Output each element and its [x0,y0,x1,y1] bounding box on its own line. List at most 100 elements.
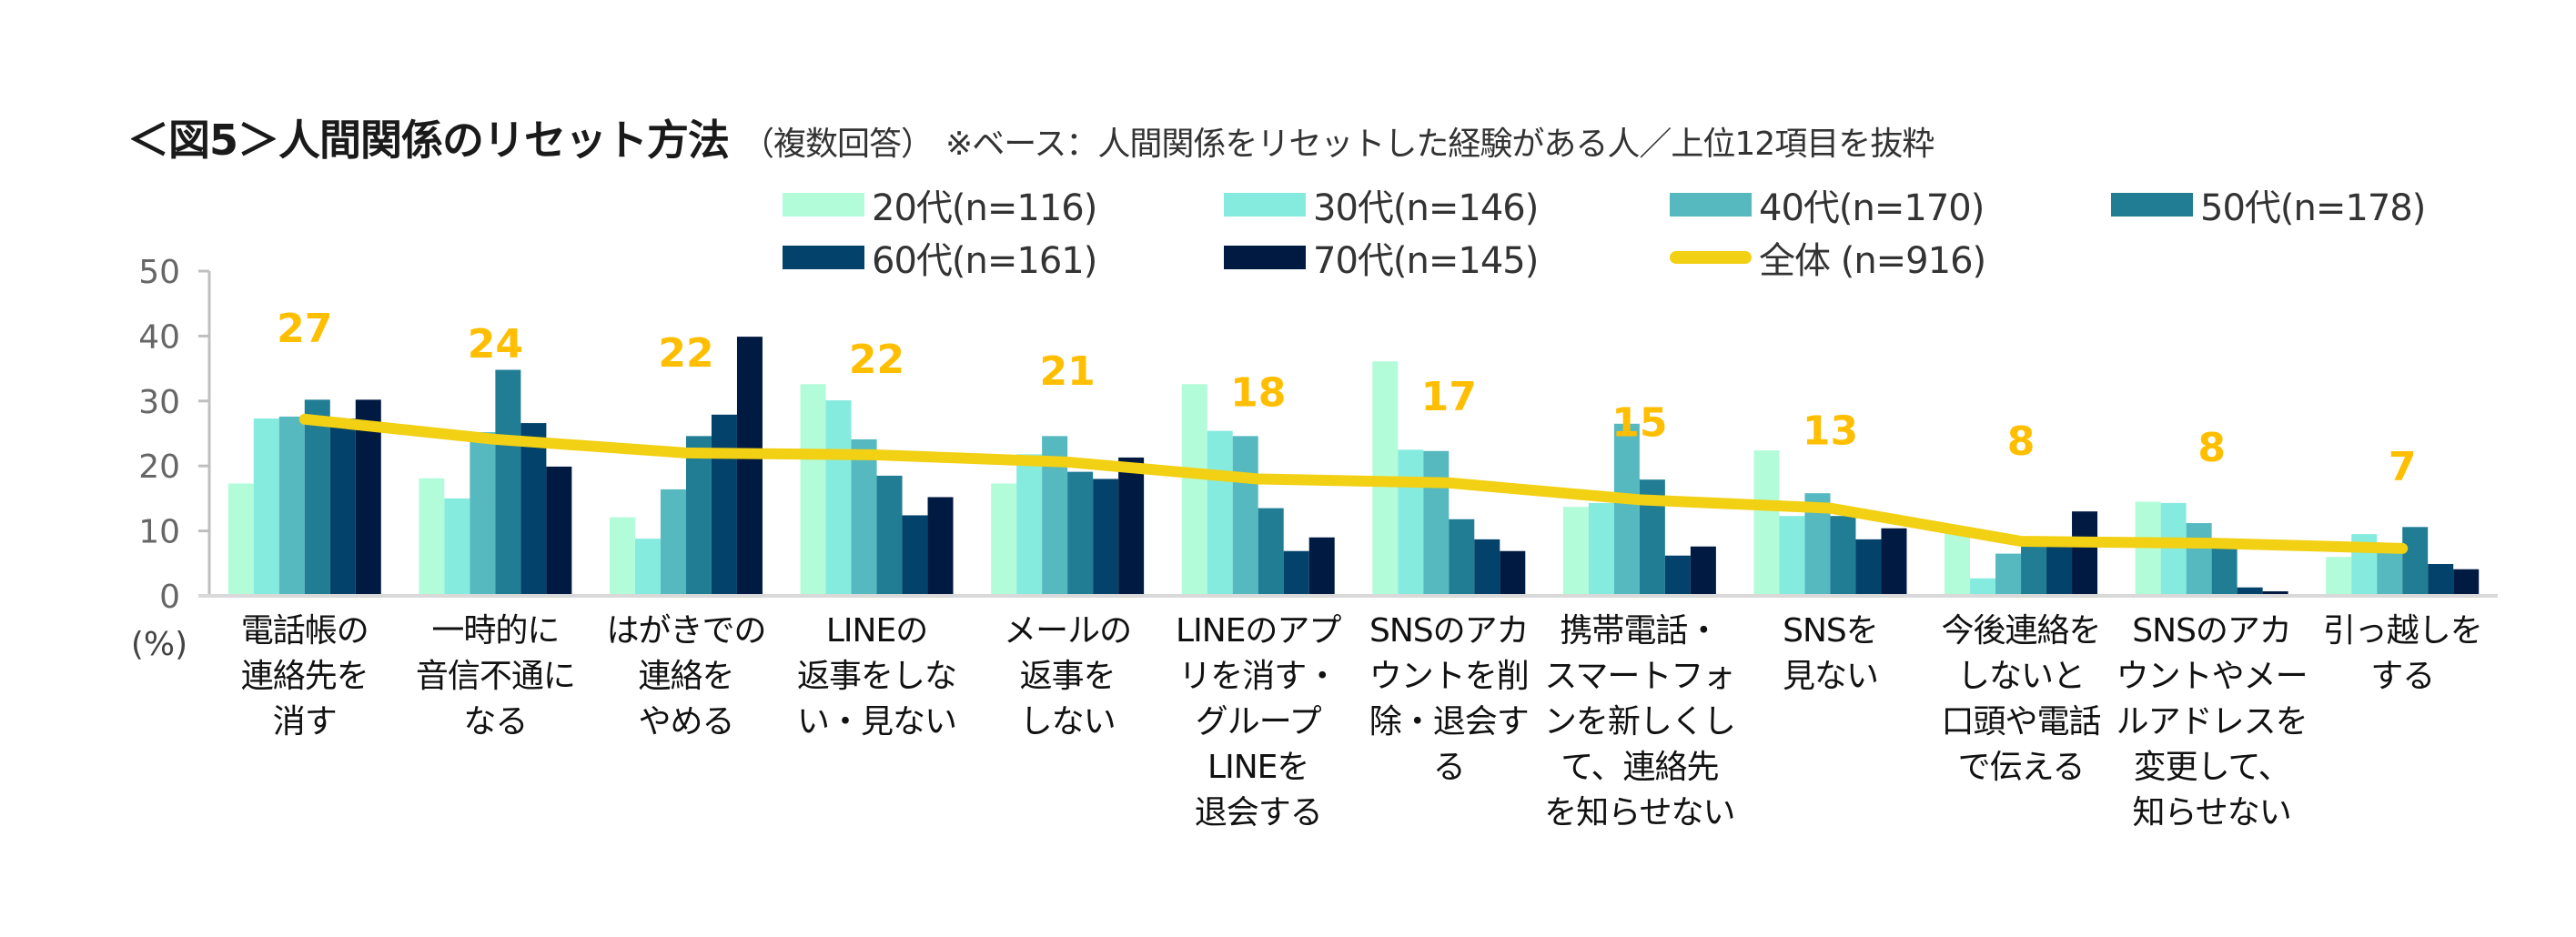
overall-data-label: 24 [468,321,523,368]
x-category-label-line: 退会する [1195,794,1322,831]
bar-30s [1016,454,1043,596]
bar-20s [800,384,826,596]
bar-20s [991,483,1017,596]
overall-line-point [2020,540,2023,543]
x-category-label-line: い・見ない [797,703,956,741]
y-tick-label: 50 [138,254,180,291]
x-category-label: 電話帳の連絡先を消す [241,612,369,741]
bar-50s [1067,471,1094,596]
overall-data-label: 27 [277,306,332,352]
overall-line [298,413,2409,554]
bar-60s [902,515,928,596]
legend-color-swatch [1670,193,1752,217]
bar-50s [495,369,521,596]
x-category-label-line: 除・退会す [1369,703,1529,741]
bar-40s [2377,548,2403,596]
x-category-label-line: 一時的に [431,612,559,650]
overall-data-label: 13 [1803,408,1858,455]
bar-40s [1995,553,2022,596]
legend-color-swatch [783,246,864,269]
overall-line-point [1829,507,1832,509]
y-axis-unit-label: (%) [131,626,187,663]
x-category-label: 引っ越しをする [2323,612,2482,695]
overall-data-label: 15 [1611,399,1667,446]
y-tick-label: 20 [138,448,180,486]
legend-item: 20代(n=116) [783,178,1097,231]
bar-50s [1830,516,1856,596]
overall-data-label: 8 [2007,418,2036,465]
x-category-label-line: メールの [1004,612,1131,650]
bar-50s [876,475,903,596]
bar-70s [1308,537,1335,596]
bar-30s [1779,516,1805,596]
overall-data-label: 22 [658,330,713,377]
bar-30s [253,418,279,596]
x-category-label-line: 連絡先を [241,658,369,695]
bar-20s [2326,557,2352,596]
y-tick-label: 10 [138,514,180,551]
chart-title: ＜図5＞人間関係のリセット方法 （複数回答） ※ベース：人間関係をリセットした経験が… [127,107,1935,167]
legend-item: 30代(n=146) [1224,178,1539,231]
overall-data-label: 22 [849,337,904,383]
x-category-label-line: はがきでの [606,612,765,650]
x-category-label-line: ンを新しくし [1544,703,1735,741]
x-category-label-line: る [1433,749,1465,786]
x-category-label-line: 音信不通に [416,658,575,695]
x-category-label-line: スマートフォ [1544,658,1734,695]
bar-30s [1970,578,1996,596]
bar-60s [520,423,547,596]
x-category-label: SNSのアカウントを削除・退会する [1369,612,1529,786]
overall-line-point [1257,478,1259,480]
bar-60s [1474,539,1500,596]
x-category-label-line: 引っ越しを [2323,612,2482,650]
x-category-label-line: 連絡を [638,658,733,695]
bar-70s [927,497,954,596]
x-category-label-line: 知らせない [2132,794,2290,831]
chart-title-main: ＜図5＞人間関係のリセット方法 [127,116,730,165]
bar-60s [2237,587,2263,596]
bar-70s [736,337,763,596]
bar-40s [1613,423,1640,596]
bar-40s [660,489,686,596]
x-category-label: はがきでの連絡をやめる [606,612,765,741]
x-category-label-line: しないと [1957,658,2085,695]
bar-50s [2211,548,2238,596]
bar-60s [1664,555,1691,596]
chart-title-subtitle: （複数回答） [742,126,934,163]
bar-70s [2262,591,2288,596]
legend-item: 40代(n=170) [1670,178,1985,231]
x-category-label-line: 口頭や電話 [1942,703,2101,741]
overall-line-point [1448,481,1450,484]
y-tick-label: 30 [138,384,180,421]
x-category-label: LINEの返事をしない・見ない [797,612,956,741]
bar-70s [1118,457,1145,596]
x-category-label-line: やめる [638,703,733,741]
legend-label: 50代(n=178) [2200,187,2426,229]
bar-70s [2453,569,2480,596]
x-category-label-line: 電話帳の [241,612,369,650]
x-category-label-line: ルアドレスを [2116,703,2308,741]
legend-color-swatch [1224,193,1306,217]
overall-line-point [2210,542,2213,545]
x-category-label-line: する [2370,658,2434,695]
bar-50s [685,436,712,596]
x-category-label: LINEのアプリを消す・グループ LINEを退会する [1176,612,1341,831]
legend-color-swatch [783,193,864,217]
bar-60s [2428,564,2454,596]
x-category-label-line: ウントやメー [2116,658,2308,695]
bar-20s [419,478,445,596]
overall-line-point [1638,499,1641,501]
overall-line-point [2401,547,2404,549]
x-category-label-line: 変更して、 [2134,749,2290,786]
bar-20s [227,483,254,596]
bar-40s [470,432,496,596]
x-category-label-line: SNSのアカ [1369,612,1529,650]
bar-30s [825,400,852,596]
overall-data-label: 17 [1421,374,1477,420]
x-category-label-line: 携帯電話・ [1560,612,1719,650]
bar-70s [1500,550,1526,596]
x-category-label-line: 見ない [1783,658,1878,695]
legend-label: 30代(n=146) [1313,187,1539,229]
bar-40s [1423,450,1450,596]
bar-60s [1855,539,1882,596]
